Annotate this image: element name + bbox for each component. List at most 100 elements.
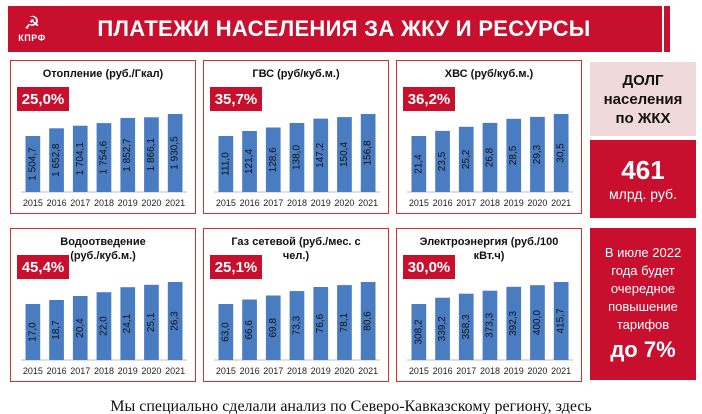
chart-title-line-1: Электроэнергия (руб./100	[419, 236, 559, 248]
tariff-line: тарифов	[616, 317, 670, 332]
x-tick-label: 2020	[527, 198, 547, 208]
bar-value-label: 1 866,1	[146, 138, 157, 172]
chart-bar	[411, 304, 427, 360]
chart-bar	[49, 300, 64, 360]
bar-value-label: 22,0	[99, 316, 110, 336]
bar-value-label: 63,0	[220, 322, 231, 342]
bar-value-label: 373,3	[485, 312, 496, 337]
body-text: Мы специально сделали анализ по Северо-К…	[110, 398, 592, 414]
x-tick-label: 2020	[141, 198, 161, 208]
chart-bar	[265, 127, 281, 192]
debt-label-line: по ЖКХ	[615, 109, 671, 127]
chart-title-line-1: Водоотведение	[60, 236, 146, 248]
header-corner	[664, 6, 670, 52]
x-tick-label: 2021	[165, 198, 185, 208]
x-tick-label: 2018	[287, 198, 307, 208]
bar-value-label: 26,3	[170, 311, 181, 331]
bar-value-label: 400,0	[532, 310, 543, 335]
bar-value-label: 1 930,5	[170, 136, 181, 170]
chart-svg: 111,0 2015 121,4 2016 128,6 2017 138,0 2018 147,…	[214, 114, 380, 208]
chart-bar	[337, 285, 352, 360]
chart-bar	[289, 291, 305, 360]
bar-value-label: 30,5	[556, 143, 567, 163]
bar-value-label: 80,6	[363, 311, 374, 331]
x-tick-label: 2019	[311, 198, 331, 208]
chart-title-line-2: кВт.ч)	[473, 250, 505, 262]
chart-title: ХВС (руб/куб.м.)	[444, 68, 534, 80]
chart-bar	[167, 282, 183, 360]
x-tick-label: 2019	[504, 198, 524, 208]
x-tick-label: 2020	[334, 366, 354, 376]
chart-svg: 63,0 2015 66,6 2016 69,8 2017 73,3 2018 76,6 2019…	[214, 282, 380, 376]
debt-label-line: ДОЛГ	[622, 71, 664, 89]
bar-value-label: 28,5	[508, 145, 519, 165]
x-tick-label: 2021	[165, 366, 185, 376]
bar-value-label: 138,0	[292, 145, 303, 170]
logo-text: КПРФ	[18, 33, 46, 43]
chart-title-line-1: Газ сетевой (руб./мес. с	[231, 236, 361, 248]
kprf-logo: ☭ КПРФ	[8, 6, 56, 52]
bar-value-label: 1 704,1	[75, 142, 86, 176]
bar-value-label: 111,0	[220, 152, 231, 176]
x-tick-label: 2019	[311, 366, 331, 376]
chart-bar	[458, 293, 474, 360]
bar-value-label: 69,8	[268, 318, 279, 338]
x-tick-label: 2020	[527, 366, 547, 376]
bar-value-label: 358,3	[461, 314, 472, 339]
x-tick-label: 2017	[456, 198, 476, 208]
chart-bar	[553, 114, 569, 192]
bar-value-label: 78,1	[339, 312, 350, 332]
x-tick-label: 2017	[263, 366, 283, 376]
tariff-line: очередное	[610, 281, 676, 296]
chart-bar	[530, 285, 545, 360]
chart-panel-hot-water: 111,0 2015 121,4 2016 128,6 2017 138,0 2018 147,…	[203, 60, 389, 214]
bar-value-label: 23,5	[437, 151, 448, 171]
bar-value-label: 415,7	[556, 308, 567, 333]
chart-title: ГВС (руб/куб.м.)	[252, 68, 340, 80]
x-tick-label: 2015	[216, 366, 236, 376]
bar-value-label: 1 504,7	[27, 147, 38, 181]
x-tick-label: 2018	[480, 366, 500, 376]
bar-value-label: 150,4	[339, 142, 350, 167]
chart-bar	[360, 282, 376, 360]
chart-bar	[482, 290, 498, 360]
chart-bar	[313, 118, 329, 192]
percent-badge: 35,7%	[210, 87, 262, 111]
bar-value-label: 339,2	[437, 316, 448, 341]
debt-unit: млрд. руб.	[609, 186, 677, 202]
chart-bar	[120, 118, 136, 192]
x-tick-label: 2016	[47, 366, 67, 376]
chart-svg: 17,0 2015 18,7 2016 20,4 2017 22,0 2018 24,1 2019…	[21, 282, 187, 376]
x-tick-label: 2015	[23, 366, 43, 376]
chart-title: Электроэнергия (руб./100 кВт.ч)	[397, 235, 581, 263]
hammer-sickle-icon: ☭	[23, 13, 41, 34]
x-tick-label: 2015	[23, 198, 43, 208]
bar-value-label: 156,8	[363, 140, 374, 165]
debt-label-box: ДОЛГ населения по ЖКХ	[590, 62, 696, 136]
chart-panel-electricity: 308,2 2015 339,2 2016 358,3 2017 373,3 2018 392,…	[396, 228, 582, 382]
x-tick-label: 2018	[94, 366, 114, 376]
chart-panel-heating: 1 504,7 2015 1 652,8 2016 1 704,1 2017 1 754,6…	[10, 60, 196, 214]
x-tick-label: 2016	[47, 198, 67, 208]
x-tick-label: 2021	[358, 366, 378, 376]
chart-bar	[482, 122, 498, 192]
x-tick-label: 2017	[70, 366, 90, 376]
x-tick-label: 2020	[141, 366, 161, 376]
x-tick-label: 2019	[118, 198, 138, 208]
chart-bar	[458, 126, 474, 192]
x-tick-label: 2018	[480, 198, 500, 208]
chart-title: Газ сетевой (руб./мес. с чел.)	[204, 235, 388, 263]
bar-value-label: 25,1	[146, 312, 157, 332]
chart-bar	[96, 292, 112, 360]
chart-bar	[218, 136, 234, 192]
x-tick-label: 2016	[433, 366, 453, 376]
x-tick-label: 2018	[287, 366, 307, 376]
bar-value-label: 121,4	[244, 149, 255, 174]
bar-value-label: 17,0	[27, 322, 38, 342]
x-tick-label: 2018	[94, 198, 114, 208]
chart-bar	[435, 130, 450, 192]
chart-bar	[313, 287, 329, 360]
chart-bar	[506, 286, 522, 360]
bar-value-label: 25,2	[461, 149, 472, 169]
chart-title: Отопление (руб./Гкал)	[42, 68, 164, 80]
